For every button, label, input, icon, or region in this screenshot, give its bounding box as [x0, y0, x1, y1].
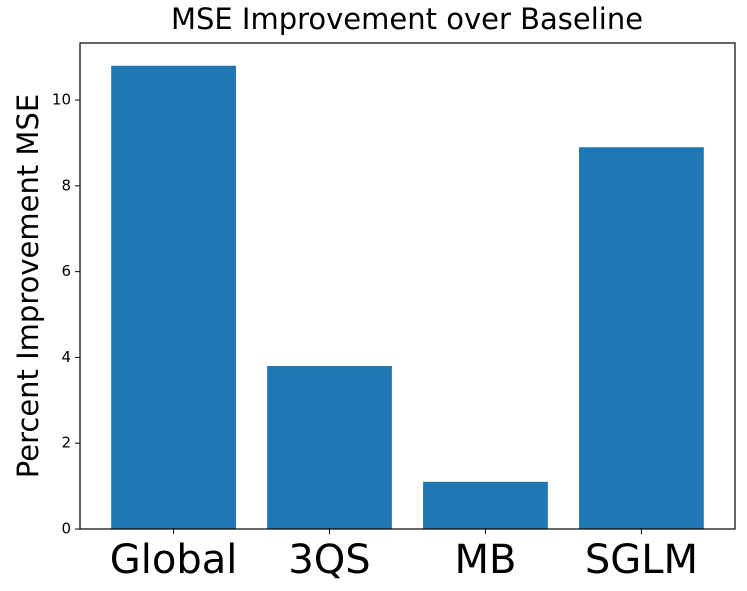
x-tick-label: Global	[110, 537, 238, 583]
x-tick-label: MB	[454, 537, 516, 583]
bar	[111, 65, 236, 529]
y-tick-label: 4	[61, 348, 71, 366]
y-tick-label: 6	[61, 262, 71, 280]
x-tick-label: 3QS	[288, 537, 370, 583]
x-tick-label: SGLM	[585, 537, 698, 583]
bar	[423, 481, 548, 529]
chart-title: MSE Improvement over Baseline	[171, 2, 643, 36]
plot-frame	[79, 42, 736, 530]
y-tick-label: 2	[61, 434, 71, 452]
bar	[267, 365, 392, 529]
y-tick-label: 0	[61, 520, 71, 538]
y-tick-label: 10	[52, 91, 71, 109]
y-axis-label: Percent Improvement MSE	[11, 94, 45, 478]
y-tick-label: 8	[61, 176, 71, 194]
bar	[579, 147, 704, 529]
